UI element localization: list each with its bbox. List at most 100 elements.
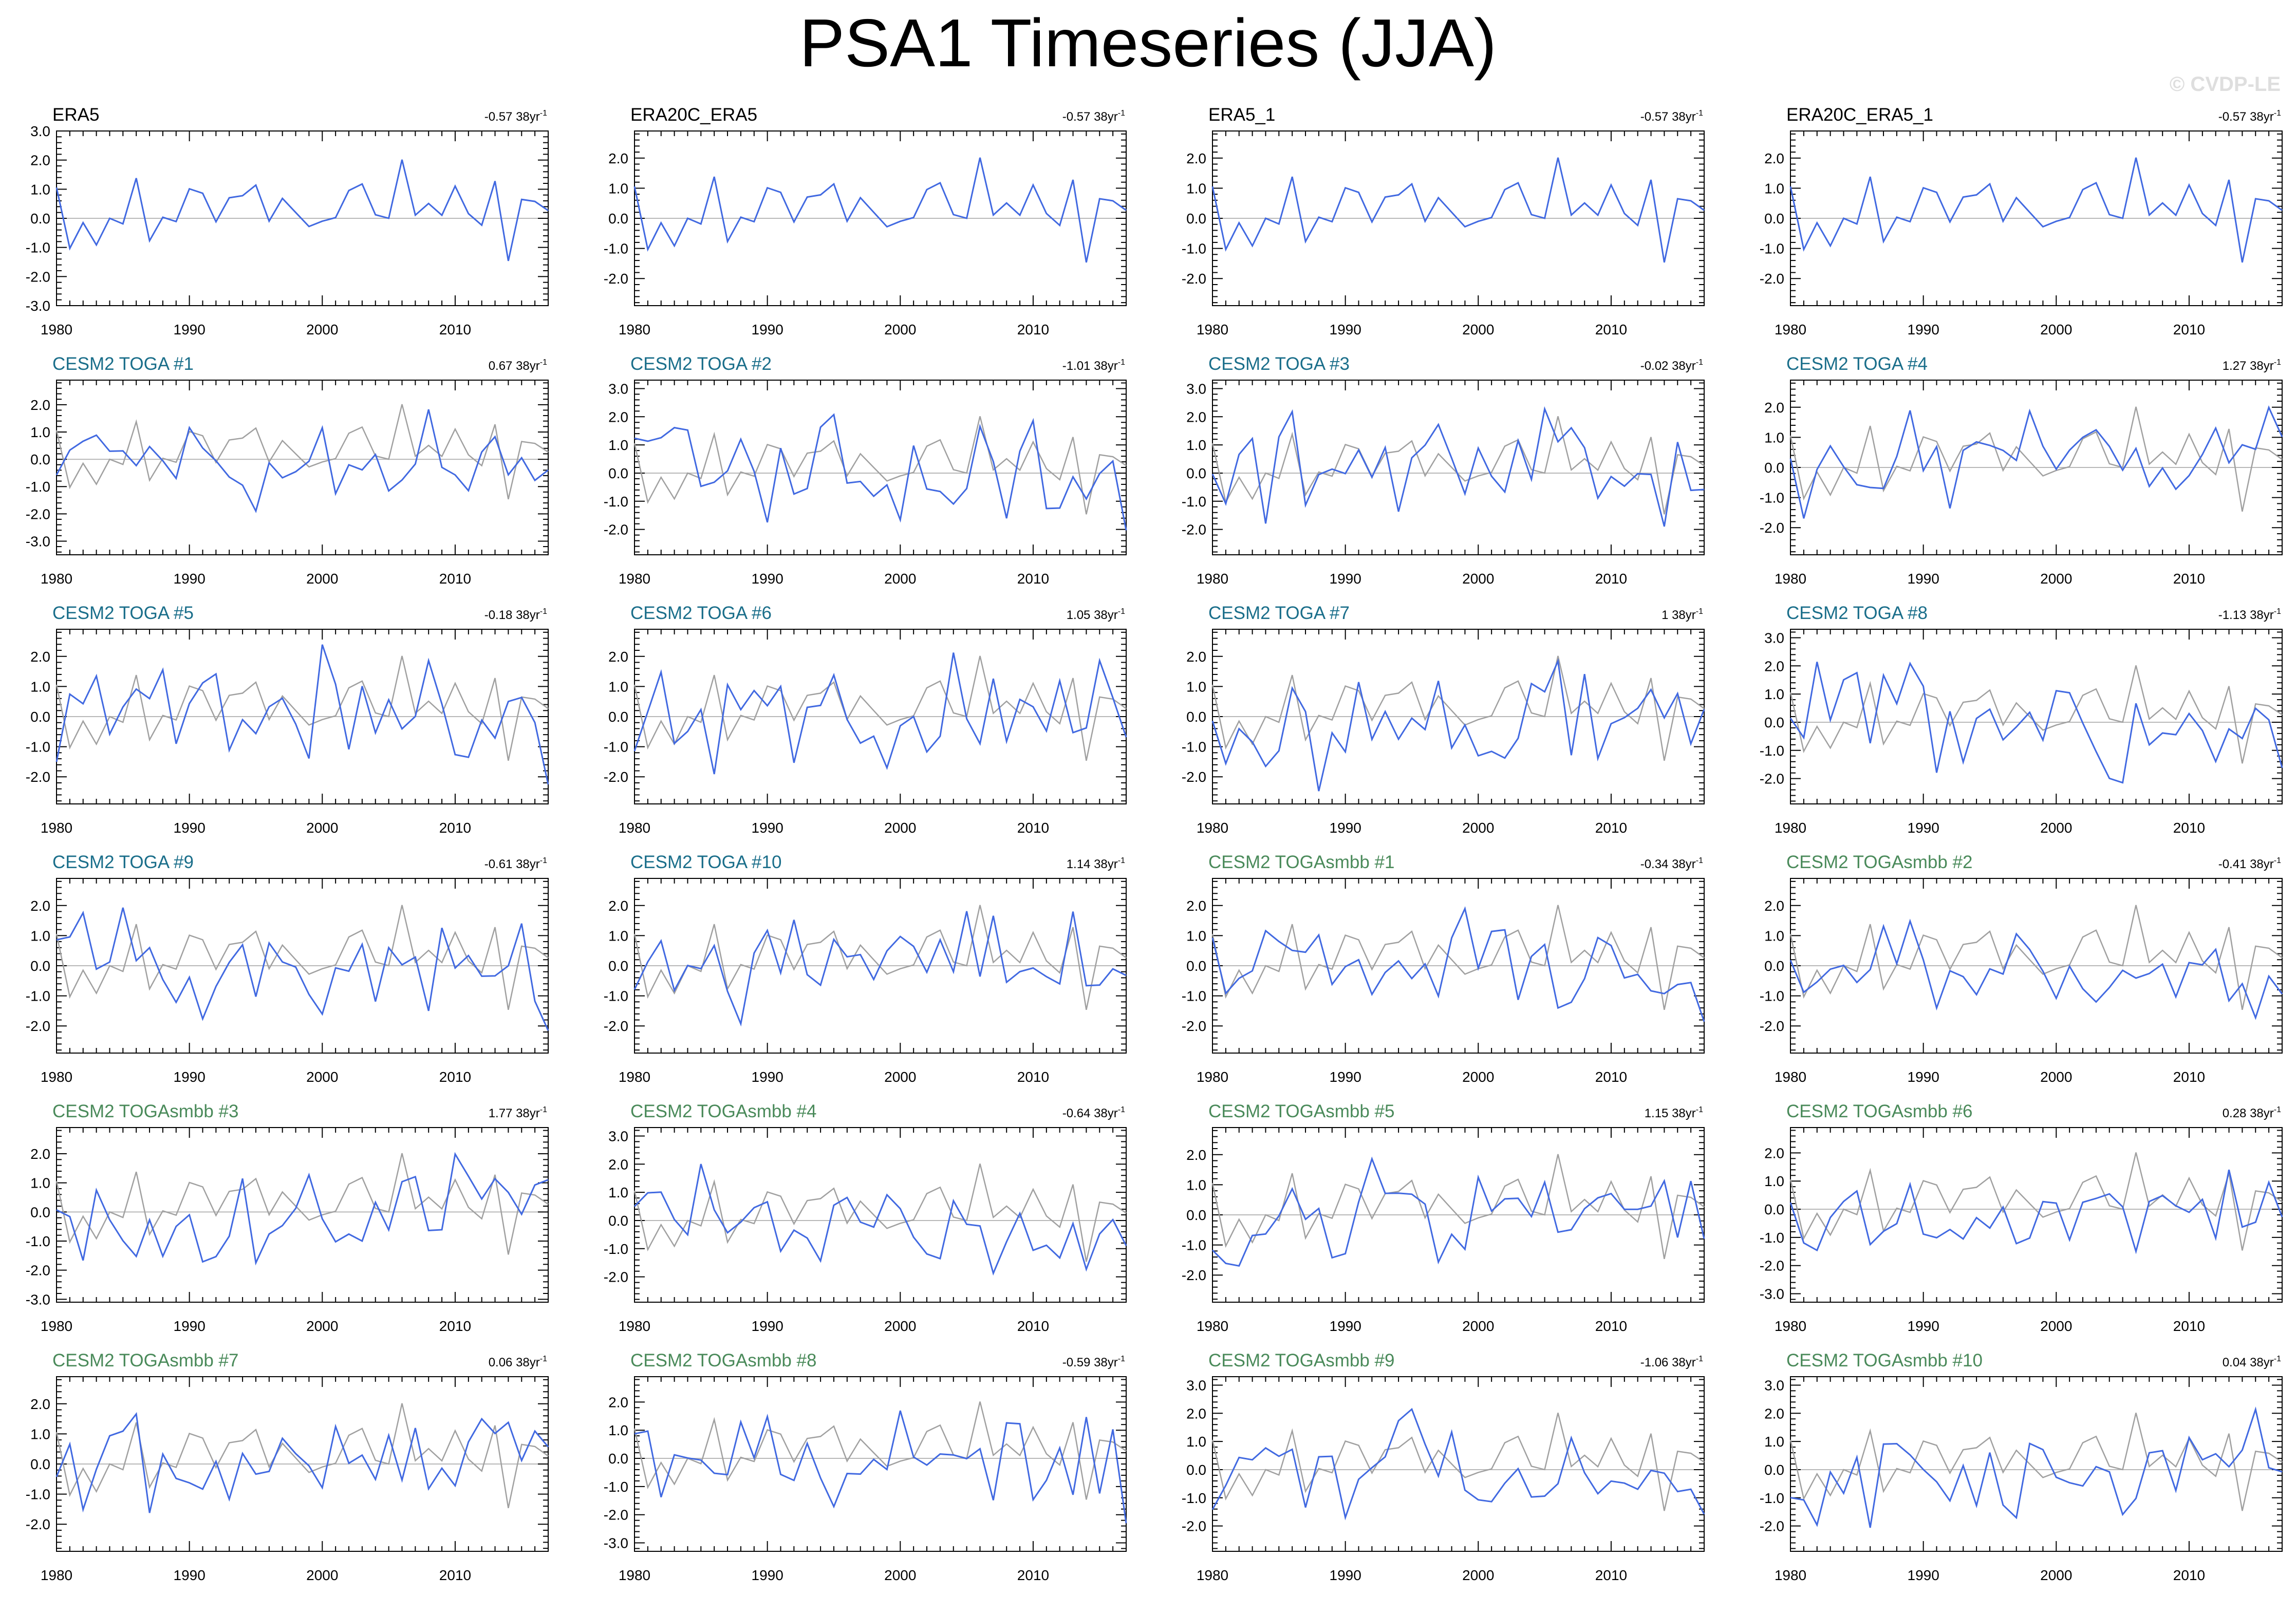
y-tick-label: -2.0 xyxy=(1760,520,1784,536)
observed-series-line xyxy=(1211,1154,1705,1260)
y-tick-label: 0.0 xyxy=(30,709,50,725)
panel-title: CESM2 TOGAsmbb #7 xyxy=(52,1350,238,1371)
observed-series-line xyxy=(55,159,549,261)
trend-exponent: -1 xyxy=(540,607,547,616)
panel-title: CESM2 TOGA #8 xyxy=(1786,603,1928,623)
x-tick-label: 2000 xyxy=(306,1318,338,1334)
chart-panel: CESM2 TOGA #5 -0.18 38yr-1 1980 1990 2000 201… xyxy=(26,603,549,836)
plot-frame xyxy=(56,380,549,555)
chart-panel: CESM2 TOGA #9 -0.61 38yr-1 1980 1990 2000 201… xyxy=(26,852,549,1085)
y-tick-label: -2.0 xyxy=(1760,271,1784,287)
trend-exponent: -1 xyxy=(1696,856,1703,865)
y-tick-label: -2.0 xyxy=(1182,1267,1206,1283)
x-tick-label: 1990 xyxy=(752,571,783,587)
y-tick-label: 0.0 xyxy=(608,211,628,227)
trend-label: 1.27 38yr-1 xyxy=(2223,358,2281,373)
x-tick-label: 1980 xyxy=(41,322,72,337)
y-tick-label: 1.0 xyxy=(30,1175,50,1191)
y-tick-label: 0.0 xyxy=(1186,958,1206,974)
y-tick-label: -2.0 xyxy=(1760,1258,1784,1274)
y-tick-label: -2.0 xyxy=(1182,522,1206,538)
y-tick-label: -1.0 xyxy=(1182,241,1206,257)
model-series-line xyxy=(1211,906,1705,1022)
chart-panel: CESM2 TOGAsmbb #9 -1.06 38yr-1 1980 1990 200… xyxy=(1182,1350,1705,1583)
y-tick-label: 0.0 xyxy=(608,1451,628,1467)
x-tick-label: 2000 xyxy=(884,1567,916,1583)
trend-exponent: -1 xyxy=(1118,1355,1125,1363)
x-tick-label: 1990 xyxy=(174,322,206,337)
x-tick-label: 2010 xyxy=(1595,1567,1627,1583)
y-tick-label: 2.0 xyxy=(30,1396,50,1412)
trend-exponent: -1 xyxy=(1118,856,1125,865)
y-tick-label: -1.0 xyxy=(1760,1230,1784,1246)
y-tick-label: 1.0 xyxy=(30,424,50,440)
x-tick-label: 2010 xyxy=(1017,322,1049,337)
watermark: © CVDP-LE xyxy=(2169,73,2281,96)
x-tick-label: 1990 xyxy=(1908,1567,1939,1583)
y-tick-label: 2.0 xyxy=(608,1156,628,1172)
x-tick-label: 2000 xyxy=(884,571,916,587)
y-tick-label: -2.0 xyxy=(26,506,50,522)
y-tick-label: 2.0 xyxy=(1186,898,1206,914)
x-tick-label: 1990 xyxy=(174,1318,206,1334)
y-tick-label: 1.0 xyxy=(1764,180,1784,196)
trend-exponent: -1 xyxy=(1118,1105,1125,1114)
y-tick-label: -1.0 xyxy=(1182,739,1206,755)
y-tick-label: 1.0 xyxy=(1186,1177,1206,1193)
y-tick-label: 0.0 xyxy=(608,1213,628,1229)
chart-panel: CESM2 TOGA #3 -0.02 38yr-1 1980 1990 2000 201… xyxy=(1182,354,1705,587)
x-tick-label: 1980 xyxy=(41,571,72,587)
y-tick-label: -1.0 xyxy=(26,479,50,495)
trend-exponent: -1 xyxy=(540,358,547,367)
y-tick-label: -2.0 xyxy=(1182,1518,1206,1534)
y-tick-label: -1.0 xyxy=(604,988,628,1004)
y-tick-label: 0.0 xyxy=(1186,709,1206,725)
trend-label: -1.01 38yr-1 xyxy=(1062,358,1125,373)
x-tick-label: 1990 xyxy=(1330,1069,1361,1085)
x-tick-label: 1980 xyxy=(619,1069,650,1085)
model-series-line xyxy=(1211,406,1705,527)
y-tick-label: 3.0 xyxy=(1764,1377,1784,1393)
x-tick-label: 2000 xyxy=(884,322,916,337)
panel-title: CESM2 TOGA #2 xyxy=(630,354,772,374)
y-tick-label: 1.0 xyxy=(30,679,50,695)
y-tick-label: -2.0 xyxy=(1182,271,1206,287)
y-tick-label: 2.0 xyxy=(1764,400,1784,416)
model-series-line xyxy=(56,907,549,1031)
chart-panel: ERA5 -0.57 38yr-1 1980 1990 2000 2010 -3.0 -2.0… xyxy=(26,105,549,337)
panel-title: CESM2 TOGA #4 xyxy=(1786,354,1928,374)
y-tick-label: 2.0 xyxy=(1186,1147,1206,1163)
y-tick-label: -1.0 xyxy=(1182,1237,1206,1253)
trend-label: -0.61 38yr-1 xyxy=(484,856,547,871)
y-tick-label: -2.0 xyxy=(604,271,628,287)
y-tick-label: -3.0 xyxy=(26,1291,50,1307)
trend-label: -0.41 38yr-1 xyxy=(2218,856,2281,871)
page-title: PSA1 Timeseries (JJA) xyxy=(799,5,1497,81)
y-tick-label: -1.0 xyxy=(1760,241,1784,257)
y-tick-label: 1.0 xyxy=(608,928,628,944)
x-tick-label: 2010 xyxy=(439,322,471,337)
x-tick-label: 1990 xyxy=(174,1567,206,1583)
trend-exponent: -1 xyxy=(1696,1355,1703,1363)
panel-title: CESM2 TOGAsmbb #2 xyxy=(1786,852,1972,872)
y-tick-label: -1.0 xyxy=(1760,743,1784,759)
y-tick-label: 2.0 xyxy=(1764,658,1784,674)
chart-panel: CESM2 TOGAsmbb #8 -0.59 38yr-1 1980 1990 200… xyxy=(604,1350,1127,1583)
trend-exponent: -1 xyxy=(540,1105,547,1114)
panel-title: ERA20C_ERA5_1 xyxy=(1786,105,1933,125)
y-tick-label: 1.0 xyxy=(1186,679,1206,695)
y-tick-label: -2.0 xyxy=(604,1018,628,1034)
trend-exponent: -1 xyxy=(540,109,547,118)
x-tick-label: 1990 xyxy=(1330,1567,1361,1583)
panel-title: CESM2 TOGAsmbb #1 xyxy=(1208,852,1394,872)
observed-series-line xyxy=(633,655,1127,761)
chart-panel: CESM2 TOGAsmbb #10 0.04 38yr-1 1980 1990 200… xyxy=(1760,1350,2283,1583)
panel-title: CESM2 TOGA #7 xyxy=(1208,603,1350,623)
trend-label: -0.18 38yr-1 xyxy=(484,607,547,622)
x-tick-label: 1980 xyxy=(1775,322,1806,337)
x-tick-label: 1990 xyxy=(752,322,783,337)
y-tick-label: -1.0 xyxy=(1182,988,1206,1004)
x-tick-label: 1980 xyxy=(619,1567,650,1583)
y-tick-label: 2.0 xyxy=(608,409,628,425)
panel-title: CESM2 TOGAsmbb #5 xyxy=(1208,1101,1394,1121)
